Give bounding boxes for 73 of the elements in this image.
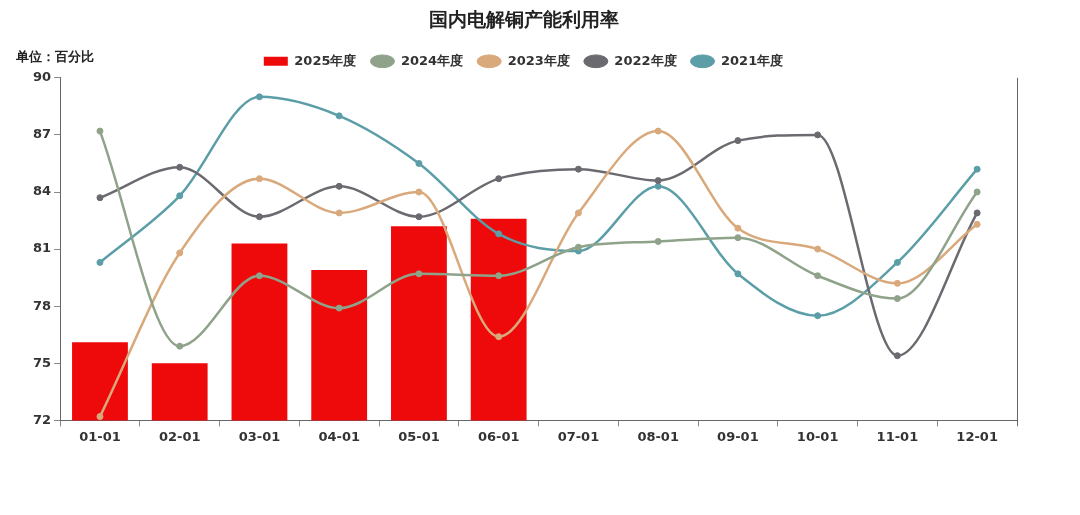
point: [654, 237, 662, 245]
point: [495, 175, 503, 183]
point: [96, 127, 104, 135]
x-tick-label: 12-01: [956, 428, 998, 444]
legend-label: 2022年度: [614, 52, 677, 68]
y-tick-label: 84: [33, 183, 52, 199]
x-tick-label: 11-01: [876, 428, 919, 444]
point: [654, 177, 662, 185]
point: [255, 272, 263, 280]
point: [495, 230, 503, 238]
point: [973, 209, 981, 217]
point: [176, 163, 184, 171]
y-tick-label: 87: [33, 126, 52, 142]
x-tick-label: 02-01: [158, 428, 201, 444]
point: [96, 413, 104, 421]
x-tick-label: 05-01: [398, 428, 440, 444]
y-tick-label: 75: [33, 354, 52, 370]
y-tick-label: 81: [33, 240, 52, 256]
y-axis-title: 单位：百分比: [15, 48, 94, 64]
point: [335, 209, 343, 217]
point: [734, 234, 742, 242]
point: [415, 213, 423, 221]
point: [814, 272, 822, 280]
x-tick-label: 03-01: [238, 428, 281, 444]
legend-label: 2021年度: [721, 52, 784, 68]
point: [814, 245, 822, 253]
point: [574, 209, 582, 217]
point: [893, 295, 901, 303]
point: [495, 333, 503, 341]
point: [415, 270, 423, 278]
point: [814, 131, 822, 139]
point: [893, 352, 901, 360]
x-tick-label: 10-01: [796, 428, 839, 444]
point: [574, 165, 582, 173]
x-tick-label: 04-01: [318, 428, 360, 444]
x-tick-label: 09-01: [717, 428, 759, 444]
point: [654, 182, 662, 190]
point: [255, 93, 263, 101]
x-tick-label: 06-01: [477, 428, 520, 444]
point: [255, 213, 263, 221]
y-tick-label: 90: [33, 69, 52, 85]
point: [415, 188, 423, 196]
point: [734, 224, 742, 232]
x-tick-label: 01-01: [79, 428, 121, 444]
point: [574, 243, 582, 251]
point: [335, 304, 343, 312]
point: [96, 258, 104, 266]
point: [255, 175, 263, 183]
point: [415, 159, 423, 167]
x-tick-label: 08-01: [637, 428, 679, 444]
point: [893, 258, 901, 266]
point: [973, 165, 981, 173]
y-tick-label: 78: [33, 297, 52, 313]
point: [335, 182, 343, 190]
point: [814, 312, 822, 320]
point: [893, 279, 901, 287]
point: [176, 342, 184, 350]
point: [734, 270, 742, 278]
point: [335, 112, 343, 120]
point: [973, 220, 981, 228]
point: [654, 127, 662, 135]
point: [176, 249, 184, 257]
point: [734, 137, 742, 145]
point: [973, 188, 981, 196]
x-tick-label: 07-01: [557, 428, 600, 444]
legend-label: 2025年度: [294, 52, 357, 68]
y-tick-label: 72: [33, 411, 52, 427]
chart-title: 国内电解铜产能利用率: [428, 8, 619, 31]
point: [176, 192, 184, 200]
point: [96, 194, 104, 202]
legend-label: 2023年度: [507, 52, 570, 68]
point: [495, 272, 503, 280]
legend-label: 2024年度: [400, 52, 464, 68]
